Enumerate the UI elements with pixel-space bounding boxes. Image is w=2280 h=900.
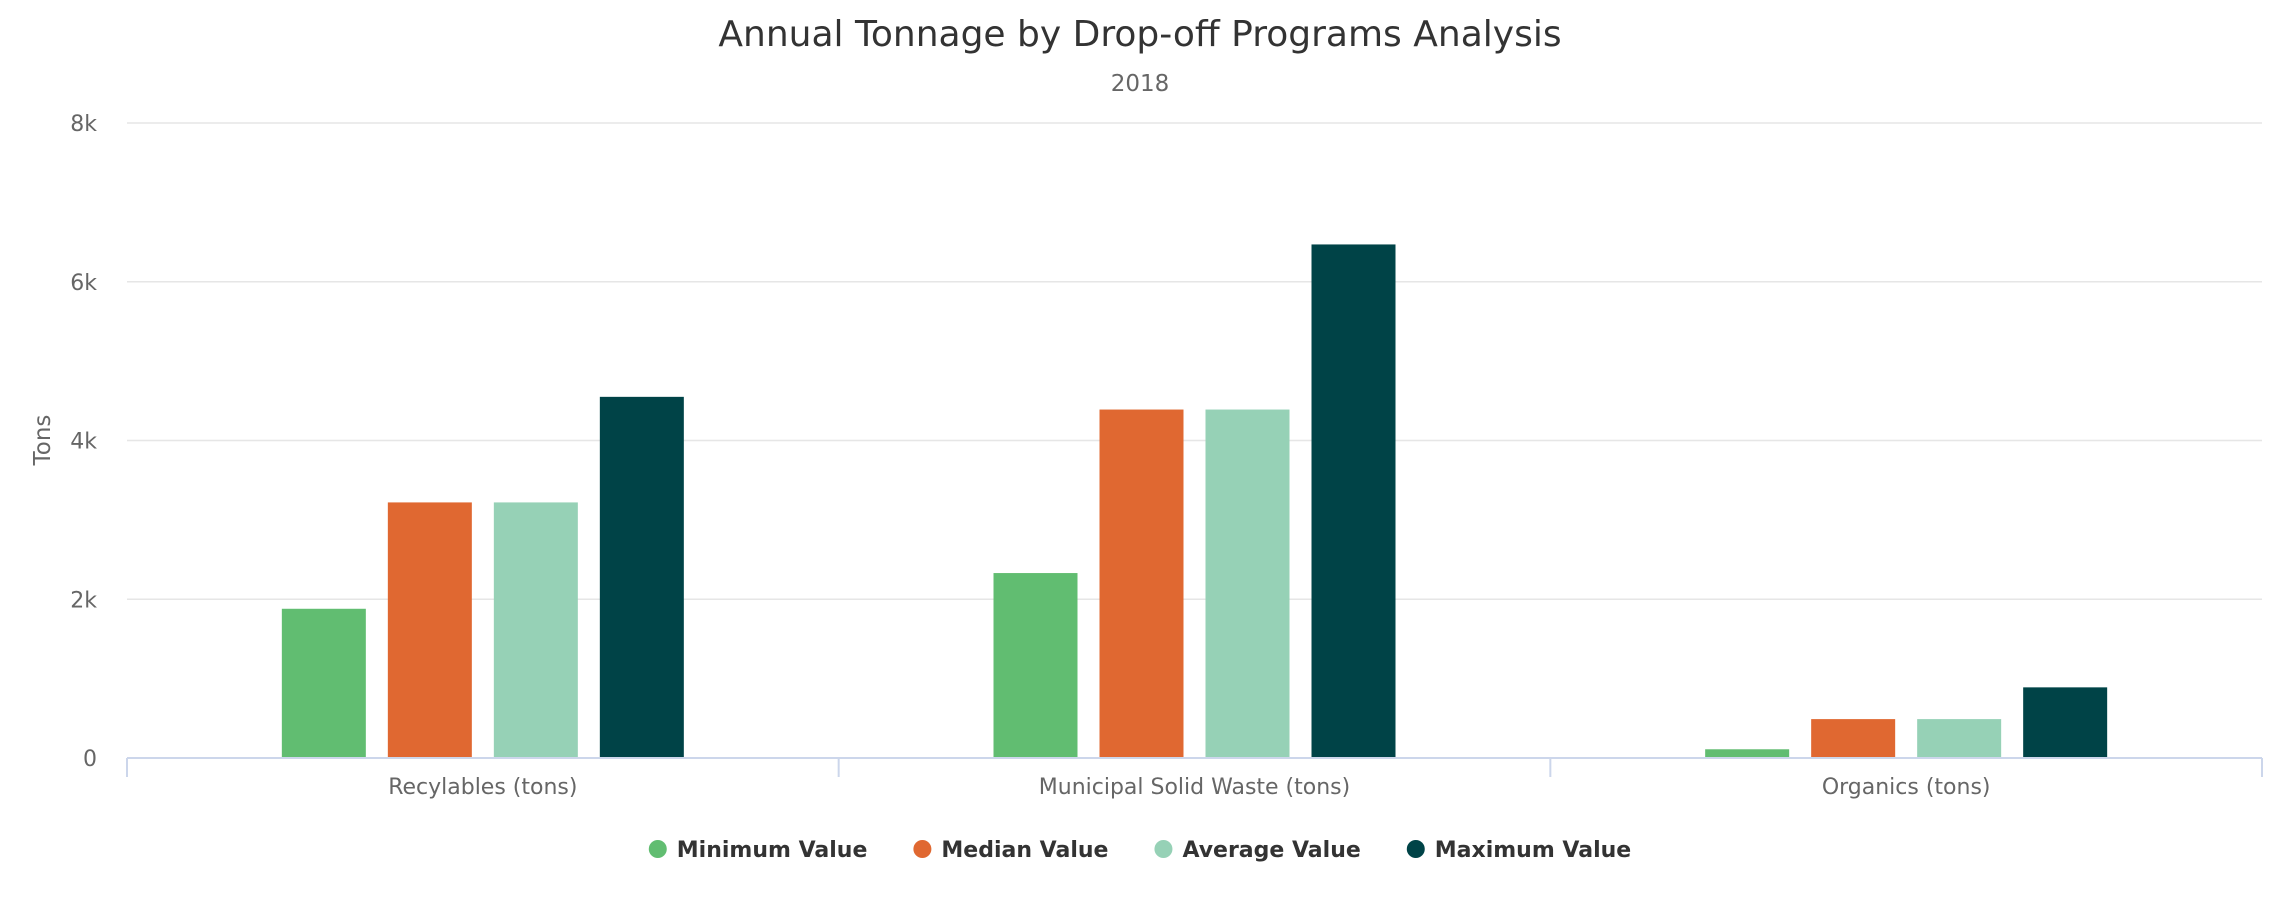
bar-minimum-value[interactable] bbox=[993, 573, 1078, 758]
bar-minimum-value[interactable] bbox=[281, 608, 366, 758]
bar-average-value[interactable] bbox=[493, 502, 578, 758]
bar-maximum-value[interactable] bbox=[599, 396, 684, 758]
x-axis bbox=[126, 757, 2263, 777]
bar-median-value[interactable] bbox=[387, 502, 472, 758]
x-tick-label: Recylables (tons) bbox=[388, 775, 577, 800]
legend-label[interactable]: Minimum Value bbox=[677, 838, 868, 863]
bar-minimum-value[interactable] bbox=[1705, 749, 1790, 758]
y-tick-label: 6k bbox=[70, 271, 97, 296]
y-axis-label: Tons bbox=[30, 415, 56, 467]
bar-average-value[interactable] bbox=[1917, 719, 2002, 758]
y-tick-label: 4k bbox=[70, 430, 97, 455]
y-tick-label: 8k bbox=[70, 112, 97, 137]
bar-median-value[interactable] bbox=[1811, 719, 1896, 758]
chart-subtitle: 2018 bbox=[1111, 71, 1170, 97]
chart-title: Annual Tonnage by Drop-off Programs Anal… bbox=[718, 14, 1561, 55]
bar-maximum-value[interactable] bbox=[2023, 687, 2108, 758]
legend: Minimum Value Median Value Average Value Ma… bbox=[648, 838, 1631, 863]
x-tick-label: Municipal Solid Waste (tons) bbox=[1039, 775, 1350, 800]
y-tick-label: 0 bbox=[83, 747, 97, 772]
x-tick-label: Organics (tons) bbox=[1822, 775, 1991, 800]
legend-label[interactable]: Median Value bbox=[941, 838, 1108, 863]
gridlines bbox=[127, 122, 2262, 600]
legend-marker[interactable] bbox=[913, 840, 932, 858]
x-axis-ticks: Recylables (tons) Municipal Solid Waste (… bbox=[388, 775, 1990, 800]
legend-marker[interactable] bbox=[1406, 840, 1425, 858]
legend-label[interactable]: Maximum Value bbox=[1435, 838, 1631, 863]
legend-marker[interactable] bbox=[1154, 840, 1173, 858]
y-axis-ticks: 0 2k 4k 6k 8k bbox=[70, 112, 97, 772]
legend-marker[interactable] bbox=[648, 840, 667, 858]
bars bbox=[281, 244, 2108, 759]
bar-maximum-value[interactable] bbox=[1311, 244, 1396, 759]
y-tick-label: 2k bbox=[70, 588, 97, 613]
bar-median-value[interactable] bbox=[1099, 409, 1184, 758]
bar-average-value[interactable] bbox=[1205, 409, 1290, 758]
legend-label[interactable]: Average Value bbox=[1182, 838, 1360, 863]
